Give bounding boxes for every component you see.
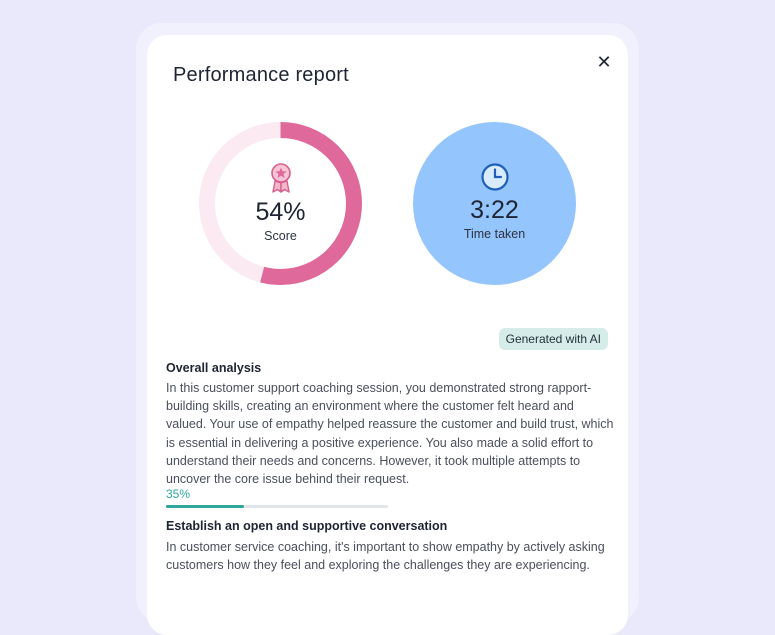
clock-icon	[480, 163, 509, 191]
score-metric: 54% Score	[198, 121, 363, 286]
score-ring-progress	[199, 122, 362, 285]
performance-report-modal: Performance report ✕ 54% Score 3:22 Time…	[147, 35, 628, 635]
score-value: 54%	[255, 198, 306, 226]
overall-analysis-text: In this customer support coaching sessio…	[166, 381, 614, 487]
criterion-percent: 35%	[166, 487, 191, 501]
time-value: 3:22	[470, 196, 519, 224]
score-label: Score	[264, 229, 297, 243]
page-title: Performance report	[173, 64, 349, 86]
criterion-progress-fill	[166, 505, 244, 508]
ai-generated-badge: Generated with AI	[498, 328, 608, 350]
criterion-text: In customer service coaching, it's impor…	[166, 540, 605, 573]
time-metric: 3:22 Time taken	[413, 122, 576, 285]
time-label: Time taken	[463, 227, 526, 241]
award-badge-icon	[270, 163, 291, 193]
close-icon[interactable]: ✕	[596, 52, 612, 72]
overall-analysis-title: Overall analysis	[166, 361, 262, 375]
criterion-progress-bar	[166, 505, 388, 508]
criterion-title: Establish an open and supportive convers…	[166, 519, 448, 533]
score-ring	[199, 122, 362, 285]
